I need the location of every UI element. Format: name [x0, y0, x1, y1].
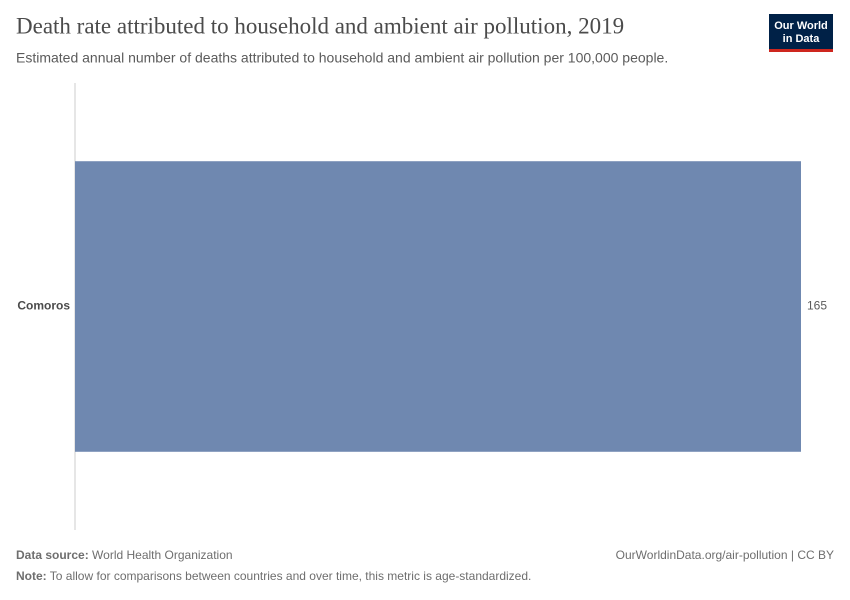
note-label: Note: — [16, 569, 47, 583]
logo-underline — [769, 49, 833, 52]
value-label: 165 — [807, 299, 827, 313]
logo-box — [769, 14, 833, 52]
chart-title: Death rate attributed to household and a… — [16, 13, 624, 38]
logo-text: in Data — [783, 33, 821, 45]
source-text: World Health Organization — [92, 548, 233, 562]
category-label: Comoros — [17, 299, 70, 313]
url[interactable]: OurWorldinData.org/air-pollution | CC BY — [616, 548, 834, 562]
chart-subtitle: Estimated annual number of deaths attrib… — [16, 50, 668, 66]
source: Data source: World Health Organization — [16, 548, 233, 562]
note-text: To allow for comparisons between countri… — [50, 569, 532, 583]
logo[interactable]: Our World in Data — [769, 14, 833, 52]
logo-text: Our World — [774, 20, 828, 32]
note: Note: To allow for comparisons between c… — [16, 569, 531, 583]
source-label: Data source: — [16, 548, 89, 562]
bar — [75, 161, 801, 452]
